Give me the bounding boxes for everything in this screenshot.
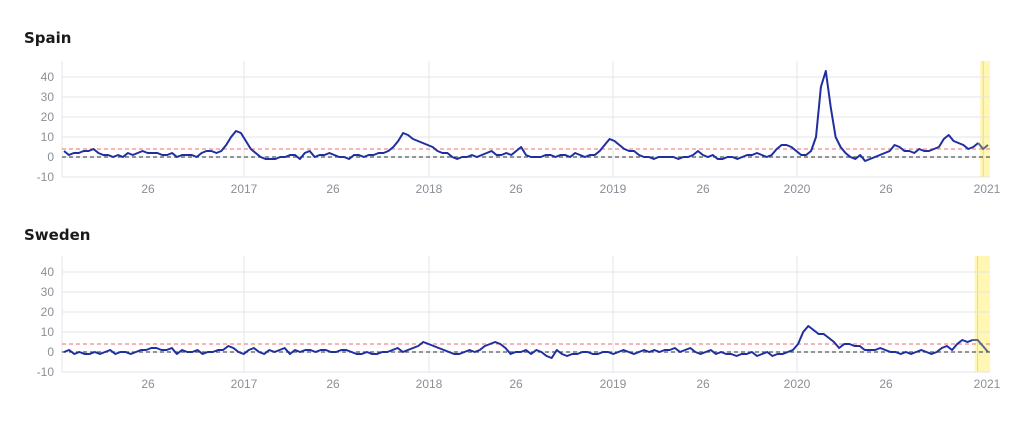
x-tick-label: 26 xyxy=(141,182,155,196)
y-tick-label: 20 xyxy=(41,305,55,319)
series-line xyxy=(63,325,973,359)
x-tick-label: 26 xyxy=(326,377,340,391)
y-tick-label: 40 xyxy=(41,265,55,279)
chart-spain: -10 0 10 20 30 40 26 2017 26 2018 26 2019 26 2020 26 20… xyxy=(37,61,1001,196)
y-tick-label: 30 xyxy=(41,285,55,299)
chart-title-spain: Spain xyxy=(24,29,72,47)
y-tick-label: 10 xyxy=(41,325,55,339)
x-tick-label: 2020 xyxy=(784,377,811,391)
series-line xyxy=(63,70,979,162)
x-tick-label: 26 xyxy=(879,182,893,196)
x-tick-label: 2018 xyxy=(416,182,443,196)
x-tick-label: 26 xyxy=(696,377,710,391)
series-line-provisional xyxy=(972,339,989,353)
y-tick-label: 30 xyxy=(41,90,55,104)
series-line-provisional xyxy=(977,142,989,150)
x-tick-label: 26 xyxy=(326,182,340,196)
highlight-band xyxy=(980,61,990,177)
x-tick-label: 26 xyxy=(141,377,155,391)
chart-panel-sweden: Sweden -10 0 10 20 30 40 26 2017 26 2018 26 2019 26 2… xyxy=(0,195,1024,422)
x-tick-label: 2017 xyxy=(231,182,258,196)
y-tick-label: 10 xyxy=(41,130,55,144)
y-tick-label: 20 xyxy=(41,110,55,124)
chart-panel-spain: Spain -10 0 10 20 30 40 26 2017 26 2018 26 2019 26 20… xyxy=(0,0,1024,205)
y-tick-label: -10 xyxy=(37,170,55,184)
x-tick-label: 2019 xyxy=(600,182,627,196)
x-tick-label: 2018 xyxy=(416,377,443,391)
y-tick-label: -10 xyxy=(37,365,55,379)
chart-sweden: -10 0 10 20 30 40 26 2017 26 2018 26 2019 26 2020 26 20… xyxy=(37,256,1001,391)
x-tick-label: 26 xyxy=(509,182,523,196)
y-tick-label: 0 xyxy=(47,345,54,359)
x-tick-label: 26 xyxy=(879,377,893,391)
y-tick-label: 40 xyxy=(41,70,55,84)
x-tick-label: 2021 xyxy=(974,182,1001,196)
x-tick-label: 26 xyxy=(696,182,710,196)
x-tick-label: 2017 xyxy=(231,377,258,391)
y-tick-label: 0 xyxy=(47,150,54,164)
highlight-band xyxy=(974,256,990,372)
chart-title-sweden: Sweden xyxy=(24,226,91,244)
x-tick-label: 26 xyxy=(509,377,523,391)
x-tick-label: 2020 xyxy=(784,182,811,196)
x-tick-label: 2019 xyxy=(600,377,627,391)
x-tick-label: 2021 xyxy=(974,377,1001,391)
